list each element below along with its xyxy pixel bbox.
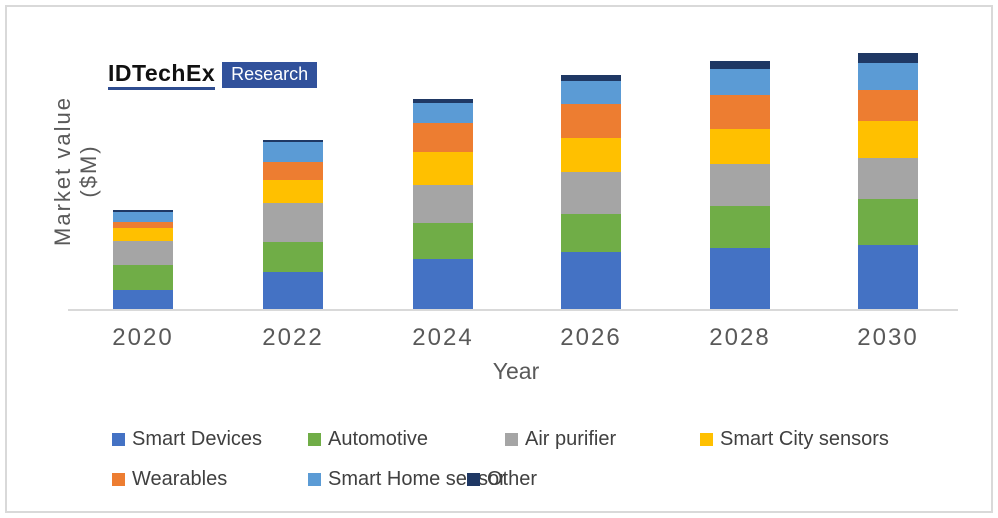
logo-research-badge: Research [222, 62, 318, 88]
bar-segment [413, 103, 473, 123]
bar-segment [858, 53, 918, 63]
bar-segment [413, 223, 473, 259]
x-axis-line [68, 309, 958, 311]
x-tick-label: 2024 [412, 324, 474, 351]
bar-segment [710, 69, 770, 95]
legend-item: Automotive [308, 428, 428, 451]
legend-label: Smart Home sensor [328, 468, 506, 490]
bar-segment [113, 228, 173, 241]
legend-label: Smart Devices [132, 428, 263, 450]
bar-segment [710, 95, 770, 129]
legend-label: Smart City sensors [720, 428, 889, 450]
x-tick-label: 2022 [262, 324, 324, 351]
bar-segment [561, 81, 621, 104]
bar-segment [561, 252, 621, 310]
bar-segment [263, 242, 323, 272]
legend-label: Automotive [328, 428, 429, 450]
bar-segment [858, 121, 918, 158]
logo-brand-text: IDTechEx [108, 62, 216, 90]
bar-segment [263, 142, 323, 162]
bar-segment [858, 158, 918, 199]
legend-item: Smart City sensors [700, 428, 889, 451]
legend-swatch-icon [112, 433, 125, 446]
legend-item: Smart Devices [112, 428, 262, 451]
x-tick-label: 2026 [560, 324, 622, 351]
legend-swatch-icon [700, 433, 713, 446]
x-tick-label: 2020 [112, 324, 174, 351]
bar-segment [561, 75, 621, 81]
legend-item: Smart Home sensor [308, 468, 506, 491]
legend-item: Air purifier [505, 428, 616, 451]
legend-swatch-icon [308, 433, 321, 446]
bar-segment [113, 210, 173, 212]
idtechex-logo: IDTechEx Research [108, 62, 318, 90]
bar-segment [710, 164, 770, 206]
bar-segment [561, 172, 621, 214]
legend-item: Other [467, 468, 537, 491]
bar-segment [263, 203, 323, 242]
legend-label: Other [487, 468, 538, 490]
bar-segment [710, 61, 770, 69]
bar-segment [561, 104, 621, 138]
legend-swatch-icon [112, 473, 125, 486]
bar-segment [858, 90, 918, 121]
bar-segment [113, 241, 173, 265]
bar-segment [710, 129, 770, 164]
legend-item: Wearables [112, 468, 227, 491]
bar-segment [263, 162, 323, 180]
bar-segment [113, 290, 173, 310]
bar-segment [561, 214, 621, 252]
bar-segment [413, 185, 473, 223]
bar-segment [561, 138, 621, 172]
bar-segment [413, 123, 473, 152]
bar-segment [263, 180, 323, 203]
x-axis-title: Year [492, 358, 540, 384]
legend-swatch-icon [308, 473, 321, 486]
legend-label: Wearables [132, 468, 228, 490]
x-tick-label: 2028 [709, 324, 771, 351]
bar-segment [413, 99, 473, 103]
bar-segment [113, 222, 173, 228]
bar-segment [413, 152, 473, 185]
bar-segment [113, 212, 173, 222]
bar-segment [858, 245, 918, 310]
bar-segment [710, 206, 770, 248]
bar-segment [263, 140, 323, 142]
bar-segment [710, 248, 770, 310]
legend-swatch-icon [505, 433, 518, 446]
bar-segment [263, 272, 323, 310]
bar-segment [858, 63, 918, 90]
legend-label: Air purifier [525, 428, 617, 450]
x-tick-label: 2030 [857, 324, 919, 351]
bar-segment [413, 259, 473, 310]
legend-swatch-icon [467, 473, 480, 486]
bar-segment [858, 199, 918, 245]
bar-segment [113, 265, 173, 290]
